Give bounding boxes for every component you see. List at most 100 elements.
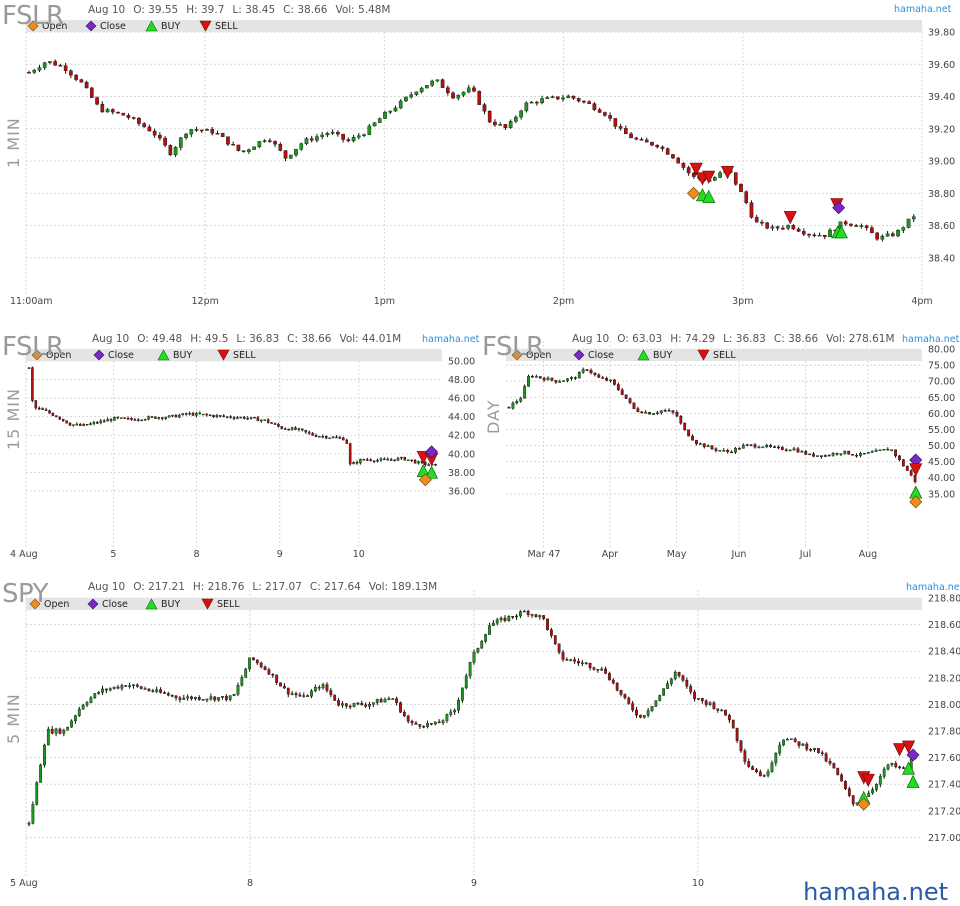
candle-body	[847, 450, 851, 455]
candle-body	[342, 437, 345, 441]
close-diamond-icon	[87, 598, 99, 610]
candle-body	[286, 687, 290, 695]
candle-body	[424, 462, 427, 466]
candle-body	[692, 172, 696, 177]
candle-body	[213, 696, 217, 701]
candle-body	[514, 116, 518, 122]
candle-body	[126, 418, 130, 420]
candle-body	[387, 698, 391, 700]
candle-body	[820, 752, 824, 754]
candle-body	[828, 760, 832, 764]
candle-body	[584, 662, 588, 664]
candle-body	[72, 424, 75, 426]
candle-body	[597, 374, 601, 378]
candles	[507, 367, 917, 484]
candle-body	[493, 121, 497, 126]
candle-body	[160, 417, 164, 419]
candle-body	[866, 452, 870, 454]
ohlc-high: H: 39.7	[186, 4, 225, 16]
candle-body	[310, 690, 313, 697]
candle-body	[808, 453, 812, 456]
candle-body	[372, 122, 377, 127]
x-tick-label: Jul	[799, 549, 811, 560]
candle-body	[210, 128, 215, 134]
candle-body	[519, 398, 523, 402]
candle-body	[704, 700, 708, 705]
candle-body	[351, 136, 356, 142]
candle-body	[365, 459, 369, 461]
buy-marker	[906, 774, 920, 788]
candle-body	[263, 666, 267, 670]
candle-body	[178, 697, 182, 700]
candle-body	[774, 752, 778, 764]
candle-body	[770, 762, 774, 772]
candle-body	[731, 719, 735, 729]
candle-body	[789, 738, 793, 740]
legend-bar: Open Close BUY SELL	[26, 349, 442, 361]
candle-body	[662, 688, 666, 696]
candle-body	[362, 134, 366, 136]
candle-body	[718, 172, 722, 178]
candle-body	[27, 367, 31, 369]
candle-body	[158, 134, 162, 139]
candle-body	[667, 410, 671, 412]
ohlc-volume: Vol: 278.61M	[826, 333, 895, 345]
candle-body	[37, 407, 41, 410]
candle-body	[142, 123, 146, 128]
legend-buy: BUY	[145, 20, 180, 32]
candle-body	[275, 674, 279, 683]
candle-body	[194, 129, 199, 131]
candle-body	[648, 412, 651, 415]
candle-body	[745, 444, 749, 446]
candle-body	[348, 443, 352, 465]
candle-body	[836, 767, 840, 776]
candle-body	[126, 115, 131, 118]
candle-body	[437, 721, 441, 724]
buy-triangle-icon	[637, 349, 650, 361]
candle-body	[566, 378, 569, 381]
candle-body	[215, 133, 220, 135]
candle-body	[273, 423, 277, 425]
candle-body	[338, 437, 342, 439]
candle-body	[743, 750, 747, 762]
x-tick-label: Jun	[731, 549, 747, 560]
candle-body	[63, 65, 68, 71]
ohlc-open: O: 63.03	[617, 333, 663, 345]
candle-body	[542, 615, 546, 620]
candle-body	[613, 379, 616, 385]
candle-body	[901, 227, 906, 231]
x-tick-label: 10	[353, 549, 365, 560]
candle-body	[753, 444, 757, 448]
watermark-logo[interactable]: hamaha.net	[803, 878, 948, 906]
brand-link[interactable]: hamaha.net	[906, 582, 960, 593]
ohlc-low: L: 36.83	[236, 333, 280, 345]
candle-body	[755, 769, 758, 773]
brand-link[interactable]: hamaha.net	[902, 334, 960, 345]
brand-link[interactable]: hamaha.net	[422, 334, 480, 345]
candle-body	[555, 96, 560, 100]
candle-body	[77, 708, 81, 716]
candle-body	[693, 691, 696, 700]
candle-body	[168, 145, 173, 156]
candle-body	[523, 386, 527, 399]
candle-body	[864, 225, 869, 228]
candle-body	[212, 414, 215, 417]
candle-body	[321, 684, 325, 689]
x-tick-label: 2pm	[553, 296, 574, 307]
candle-body	[430, 80, 434, 86]
candle-body	[710, 445, 714, 450]
candle-body	[35, 782, 39, 805]
candle-body	[495, 619, 499, 624]
y-tick-label: 48.00	[448, 375, 475, 386]
y-tick-label: 39.80	[928, 28, 955, 39]
candle-body	[128, 685, 132, 687]
candle-body	[906, 218, 911, 228]
candle-body	[371, 702, 375, 705]
candle-body	[181, 413, 185, 416]
x-tick-label: 8	[247, 878, 253, 889]
candle-body	[796, 448, 800, 453]
candle-body	[894, 763, 898, 768]
brand-link[interactable]: hamaha.net	[894, 4, 952, 15]
buy-triangle-icon	[145, 20, 158, 32]
candle-body	[306, 695, 310, 697]
